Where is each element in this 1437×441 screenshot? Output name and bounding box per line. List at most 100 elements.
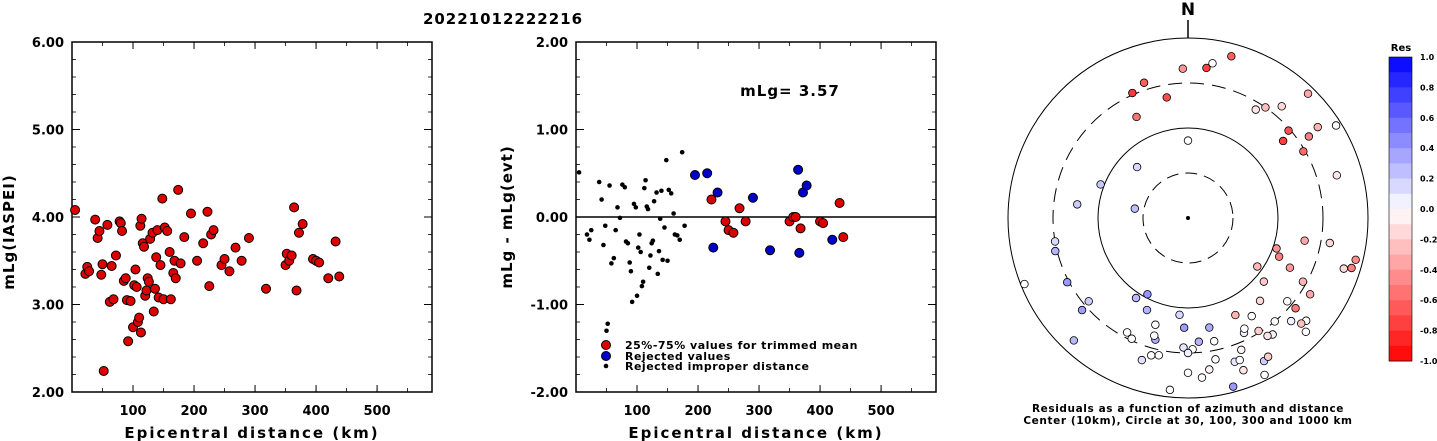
polar-station-point — [1179, 343, 1188, 352]
panel1-point-improper — [625, 240, 631, 246]
panel0-point-s0 — [261, 283, 272, 294]
polar-station-point — [1143, 290, 1152, 299]
panel1-point-improper — [584, 232, 590, 237]
panel0-point-s0 — [202, 206, 213, 217]
panel0-point-s0 — [98, 366, 109, 376]
colorbar-cell — [1389, 133, 1412, 149]
polar-station-point — [1063, 278, 1072, 287]
panel1-point-s1 — [794, 247, 805, 258]
panel0-point-s0 — [164, 247, 175, 257]
polar-station-point — [1073, 200, 1082, 209]
panel0-y-tick-label: 5.00 — [32, 124, 64, 139]
polar-station-point — [1261, 103, 1270, 112]
panel0-point-s0 — [143, 276, 154, 287]
panel1-point-improper — [666, 187, 672, 193]
panel0-point-s0 — [236, 255, 247, 266]
panel1-y-axis-label: mLg(IASPEI) — [0, 174, 18, 289]
panel1-point-improper — [576, 170, 582, 175]
polar-station-point — [1178, 64, 1187, 73]
polar-station-point — [1305, 290, 1315, 299]
panel1-point-improper — [617, 215, 623, 221]
panel1-point-s0 — [834, 198, 845, 208]
panel2-annotation-mlg: mLg= 3.57 — [740, 82, 840, 100]
polar-station-point — [1272, 244, 1281, 253]
colorbar-cell — [1389, 239, 1412, 256]
panel1-point-s1 — [793, 164, 804, 175]
panel0-point-s0 — [139, 241, 149, 252]
panel0-point-s0 — [198, 238, 209, 249]
polar-station-point — [1128, 88, 1137, 98]
panel0-point-s0 — [157, 193, 168, 204]
panel1-point-s0 — [728, 227, 739, 238]
polar-station-point — [1197, 373, 1207, 382]
polar-station-point — [1228, 382, 1238, 391]
panel0-point-s0 — [148, 306, 159, 317]
panel0-point-s0 — [173, 184, 184, 195]
polar-station-point — [1303, 89, 1313, 98]
polar-station-point — [1255, 296, 1265, 306]
epicenter-dot — [1186, 216, 1190, 220]
polar-station-point — [1283, 297, 1292, 306]
panel2-x-axis-label: Epicentral distance (km) — [628, 424, 883, 441]
polar-station-point — [1347, 263, 1356, 273]
colorbar-ticks: 1.0 0.8 0.6 0.4 0.2 0.0 -0.2 -0.4 -0.6 -0.8 -1.0 — [1420, 53, 1437, 366]
panel1-point-improper — [605, 321, 611, 327]
panel1-point-improper — [587, 237, 592, 243]
polar-station-point — [1175, 310, 1184, 320]
polar-station-point — [1298, 277, 1308, 286]
panel1-point-s1 — [708, 242, 719, 253]
panel1-point-improper — [645, 206, 651, 212]
panel0-point-s0 — [135, 327, 146, 338]
panel1-point-s0 — [720, 216, 731, 227]
panel1-point-s0 — [795, 223, 806, 234]
polar-station-point — [1263, 331, 1272, 341]
panel1-point-s0 — [734, 203, 745, 214]
panel1-point-improper — [629, 299, 635, 305]
panel0-point-s0 — [165, 294, 176, 305]
polar-station-point — [1132, 112, 1141, 122]
panel0-point-s0 — [291, 285, 302, 296]
polar-station-point — [1051, 246, 1060, 256]
colorbar-tick-label: 0.0 — [1420, 205, 1435, 214]
panel0-point-s0 — [130, 264, 141, 275]
polar-station-point — [1084, 297, 1093, 306]
panel0-point-s0 — [134, 312, 145, 323]
panel2-legend: 25%-75% values for trimmed mean Rejected… — [601, 339, 857, 373]
panel1-point-improper — [596, 179, 602, 185]
event-title: 20221012222216 — [423, 10, 583, 28]
colorbar-tick-label: 0.6 — [1420, 114, 1435, 123]
panel1-point-s1 — [689, 170, 700, 180]
panel1-point-improper — [643, 177, 648, 183]
colorbar-cell — [1389, 163, 1412, 180]
polar-station-point — [1150, 331, 1159, 340]
panel1-point-improper — [634, 293, 640, 299]
panel1-point-improper — [665, 258, 670, 264]
colorbar-title: Res — [1391, 43, 1411, 54]
polar-station-point — [1313, 122, 1322, 132]
colorbar-cell — [1389, 254, 1412, 271]
panel1-point-improper — [601, 242, 606, 248]
panel0-point-s0 — [230, 242, 241, 253]
polar-station-point — [1239, 366, 1248, 375]
panel1-point-improper — [674, 233, 680, 238]
colorbar-cell — [1389, 224, 1412, 240]
panel0-point-s0 — [334, 271, 345, 282]
polar-station-point — [1301, 327, 1311, 336]
panel1-point-improper — [646, 265, 652, 271]
ring-1000km — [1007, 37, 1369, 399]
panel1-x-tick-label: 400 — [806, 404, 833, 419]
polar-station-point — [1202, 63, 1211, 73]
panel0-point-s0 — [141, 285, 152, 296]
panel1-point-improper — [656, 248, 662, 254]
legend-marker-rejected — [601, 351, 611, 361]
panel1-point-improper — [648, 253, 653, 258]
panel0-x-tick-label: 500 — [364, 404, 391, 419]
polar-station-point — [1151, 320, 1160, 329]
panel1-point-improper — [651, 198, 657, 204]
polar-station-point — [1096, 180, 1105, 189]
panel1-y-tick-label: -1.00 — [531, 299, 568, 314]
panel0-y-tick-label: 2.00 — [32, 386, 64, 401]
panel0-point-s0 — [289, 202, 300, 213]
panel1-point-improper — [635, 245, 641, 250]
panel1-point-improper — [640, 279, 646, 285]
